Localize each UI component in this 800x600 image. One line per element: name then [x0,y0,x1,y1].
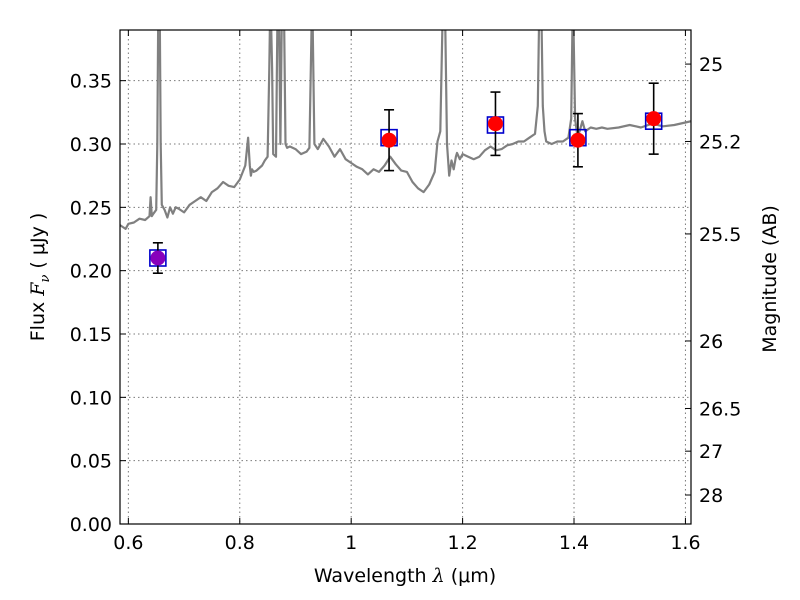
y-tick-label: 0.30 [70,134,112,156]
y2-tick-label: 26 [699,331,723,353]
y2-tick-label: 27 [699,441,723,463]
y2-tick-label: 26.5 [699,398,741,420]
x-tick-label: 1.6 [670,532,700,554]
y-tick-label: 0.35 [70,71,112,93]
y2-tick-label: 28 [699,485,723,507]
y-axis-title: Flux Fν ( μJy ) [27,213,53,342]
observed-point [487,116,503,132]
y-tick-label: 0.15 [70,324,112,346]
plot-area [120,30,691,275]
x-tick-label: 1.2 [447,532,477,554]
grid [120,30,691,525]
x-tick-label: 1.4 [559,532,589,554]
observed-point [150,250,166,266]
x-axis-title: Wavelength λ (μm) [314,565,496,587]
photometry-points [149,82,663,275]
x-tick-label: 0.6 [113,532,143,554]
observed-point [646,111,662,127]
observed-point [570,132,586,148]
y-tick-label: 0.25 [70,197,112,219]
y2-tick-label: 25.2 [699,131,741,153]
y-tick-label: 0.20 [70,261,112,283]
x-tick-label: 0.8 [225,532,255,554]
y2-tick-label: 25 [699,54,723,76]
spectrum-line [120,30,691,230]
y2-tick-label: 25.5 [699,224,741,246]
axis-ticks: 0.6 0.8 1 1.2 1.4 1.6 0.00 0.05 0.10 0.15 0.20 0.25… [70,30,741,554]
x-tick-label: 1 [345,532,357,554]
y-tick-label: 0.05 [70,451,112,473]
observed-point [381,132,397,148]
plot-frame [119,29,692,525]
y-tick-label: 0.10 [70,387,112,409]
y2-axis-title: Magnitude (AB) [759,205,781,353]
y-tick-label: 0.00 [70,514,112,536]
